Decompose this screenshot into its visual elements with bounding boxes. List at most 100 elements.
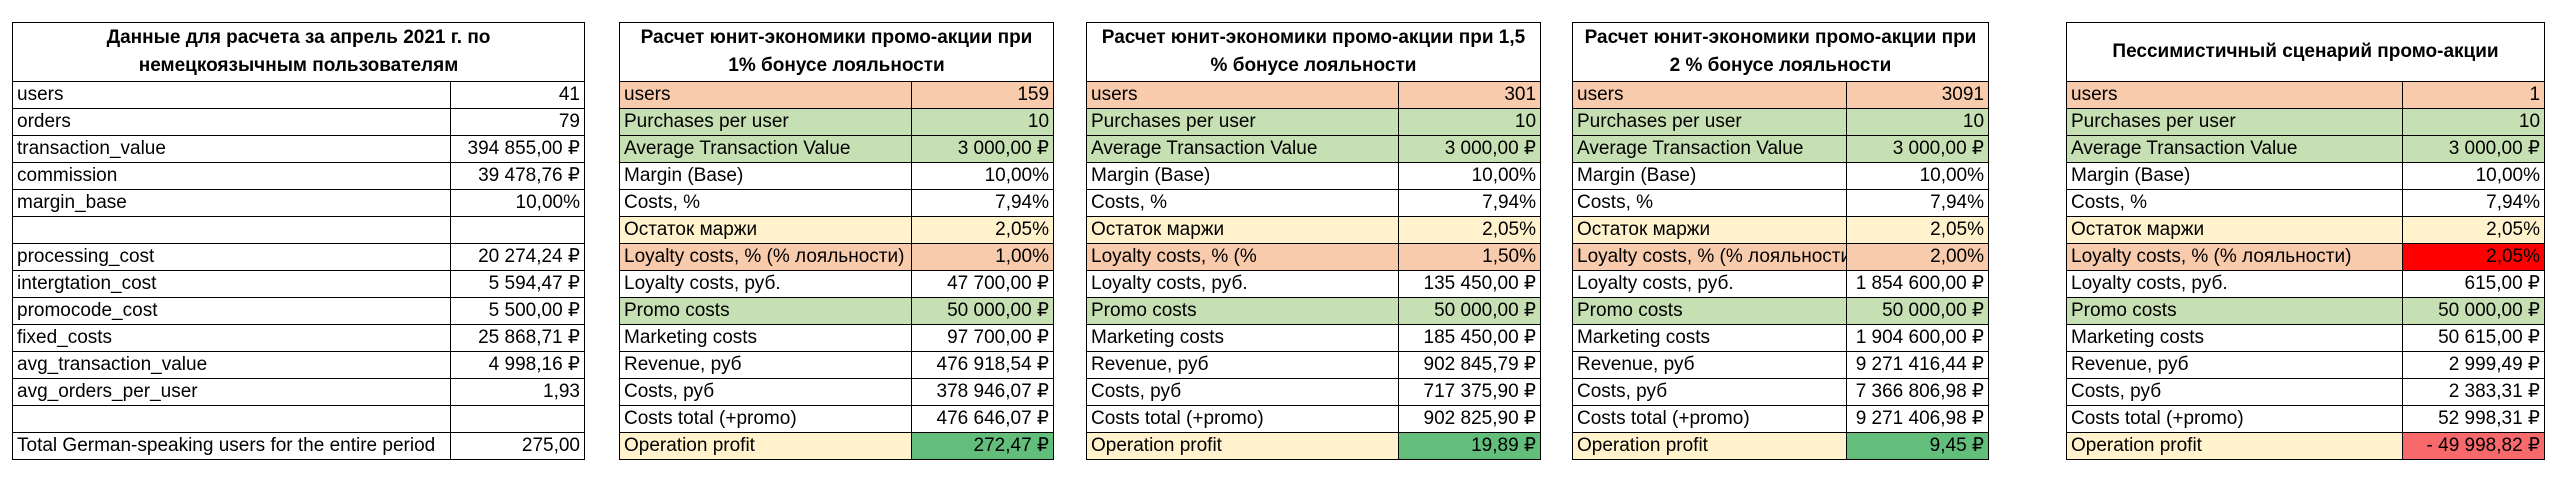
table-row: Promo costs 50 000,00 ₽ [2066,297,2546,325]
table-row: processing_cost 20 274,24 ₽ [12,243,585,271]
table-row: Revenue, руб 902 845,79 ₽ [1086,351,1542,379]
table-row: Costs, % 7,94% [619,189,1055,217]
scenario-2pct-table: Расчет юнит-экономики промо-акции при 2 … [1571,22,1990,460]
table-row: intergtation_cost 5 594,47 ₽ [12,270,585,298]
row-value: 3 000,00 ₽ [1845,135,1990,163]
total-row: Total German-speaking users for the enti… [12,432,585,460]
row-label: Revenue, руб [2066,351,2403,379]
table-row: Purchases per user 10 [1572,108,1990,136]
row-value: 10,00% [910,162,1055,190]
row-label: Costs, % [619,189,912,217]
row-value: 10,00% [2401,162,2546,190]
row-label: Loyalty costs, руб. [619,270,912,298]
row-value: 2,05% [1397,216,1542,244]
row-label: Costs, руб [619,378,912,406]
table-row: Costs total (+promo) 9 271 406,98 ₽ [1572,405,1990,433]
table-row: Costs, руб 378 946,07 ₽ [619,378,1055,406]
row-label: Costs, руб [1572,378,1847,406]
row-value: 476 646,07 ₽ [910,405,1055,433]
table-row: avg_orders_per_user 1,93 [12,378,585,406]
table-row: Purchases per user 10 [619,108,1055,136]
row-value: - 49 998,82 ₽ [2401,432,2546,460]
table-row: Costs, % 7,94% [2066,189,2546,217]
row-label: Average Transaction Value [1572,135,1847,163]
row-value: 272,47 ₽ [910,432,1055,460]
row-label: Loyalty costs, руб. [1086,270,1399,298]
table-title: Пессимистичный сценарий промо-акции [2065,22,2546,82]
row-label: Costs, руб [1086,378,1399,406]
table-row: Остаток маржи 2,05% [2066,216,2546,244]
table-row: Marketing costs 1 904 600,00 ₽ [1572,324,1990,352]
row-value: 2 383,31 ₽ [2401,378,2546,406]
row-value: 902 845,79 ₽ [1397,351,1542,379]
table-row: Revenue, руб 9 271 416,44 ₽ [1572,351,1990,379]
table-row: Costs, руб 2 383,31 ₽ [2066,378,2546,406]
table-row: Loyalty costs, % (% лояльности) 2,05% [2066,243,2546,271]
row-value: 9,45 ₽ [1845,432,1990,460]
row-label: Margin (Base) [619,162,912,190]
row-value: 301 [1397,81,1542,109]
row-value: 9 271 406,98 ₽ [1845,405,1990,433]
row-label: users [1086,81,1399,109]
table-row: Average Transaction Value 3 000,00 ₽ [619,135,1055,163]
table-title: Расчет юнит-экономики промо-акции при 1,… [1085,22,1542,82]
table-row: Margin (Base) 10,00% [619,162,1055,190]
row-label: Purchases per user [619,108,912,136]
row-label: Marketing costs [1086,324,1399,352]
table-row: Margin (Base) 10,00% [1572,162,1990,190]
row-value: 50 000,00 ₽ [910,297,1055,325]
table-row: Purchases per user 10 [2066,108,2546,136]
row-label: Marketing costs [2066,324,2403,352]
row-value: 47 700,00 ₽ [910,270,1055,298]
row-label: Loyalty costs, % (% лояльности) [1572,243,1847,271]
row-value: 3091 [1845,81,1990,109]
table-row: Promo costs 50 000,00 ₽ [619,297,1055,325]
row-label: Остаток маржи [1572,216,1847,244]
table-row: Loyalty costs, % (% 1,50% [1086,243,1542,271]
row-label: Revenue, руб [619,351,912,379]
source-data-table: Данные для расчета за апрель 2021 г. по … [12,22,585,460]
table-row: users 41 [12,81,585,109]
row-value: 902 825,90 ₽ [1397,405,1542,433]
row-label: Margin (Base) [1086,162,1399,190]
row-label: Purchases per user [1086,108,1399,136]
table-row: avg_transaction_value 4 998,16 ₽ [12,351,585,379]
row-label: Average Transaction Value [619,135,912,163]
row-label: Promo costs [619,297,912,325]
scenario-1-5pct-table: Расчет юнит-экономики промо-акции при 1,… [1085,22,1542,460]
row-label: Operation profit [1572,432,1847,460]
row-value: 1,50% [1397,243,1542,271]
row-label: Costs total (+promo) [2066,405,2403,433]
table-row: Operation profit 272,47 ₽ [619,432,1055,460]
row-label: users [2066,81,2403,109]
row-label: Margin (Base) [1572,162,1847,190]
table-row: orders 79 [12,108,585,136]
table-row: Promo costs 50 000,00 ₽ [1086,297,1542,325]
row-value: 476 918,54 ₽ [910,351,1055,379]
table-row: Operation profit - 49 998,82 ₽ [2066,432,2546,460]
row-value: 50 000,00 ₽ [1397,297,1542,325]
row-label: Costs, % [1572,189,1847,217]
scenario-pessimistic-table: Пессимистичный сценарий промо-акции users… [2065,22,2546,460]
row-value: 50 000,00 ₽ [1845,297,1990,325]
row-value: 9 271 416,44 ₽ [1845,351,1990,379]
row-label: Остаток маржи [619,216,912,244]
table-row: Loyalty costs, руб. 615,00 ₽ [2066,270,2546,298]
table-row: Остаток маржи 2,05% [1086,216,1542,244]
table-row: Loyalty costs, руб. 1 854 600,00 ₽ [1572,270,1990,298]
row-value: 3 000,00 ₽ [2401,135,2546,163]
table-title: Данные для расчета за апрель 2021 г. по … [12,22,585,82]
table-row: commission 39 478,76 ₽ [12,162,585,190]
row-label: Promo costs [1086,297,1399,325]
row-label: Operation profit [1086,432,1399,460]
row-label: Costs total (+promo) [1086,405,1399,433]
table-row: Loyalty costs, руб. 135 450,00 ₽ [1086,270,1542,298]
table-row: Marketing costs 50 615,00 ₽ [2066,324,2546,352]
table-row: Costs, % 7,94% [1086,189,1542,217]
row-label: Costs, % [1086,189,1399,217]
table-row: Average Transaction Value 3 000,00 ₽ [2066,135,2546,163]
table-row: users 3091 [1572,81,1990,109]
table-row: Costs, руб 717 375,90 ₽ [1086,378,1542,406]
row-value: 3 000,00 ₽ [1397,135,1542,163]
table-row: Revenue, руб 476 918,54 ₽ [619,351,1055,379]
